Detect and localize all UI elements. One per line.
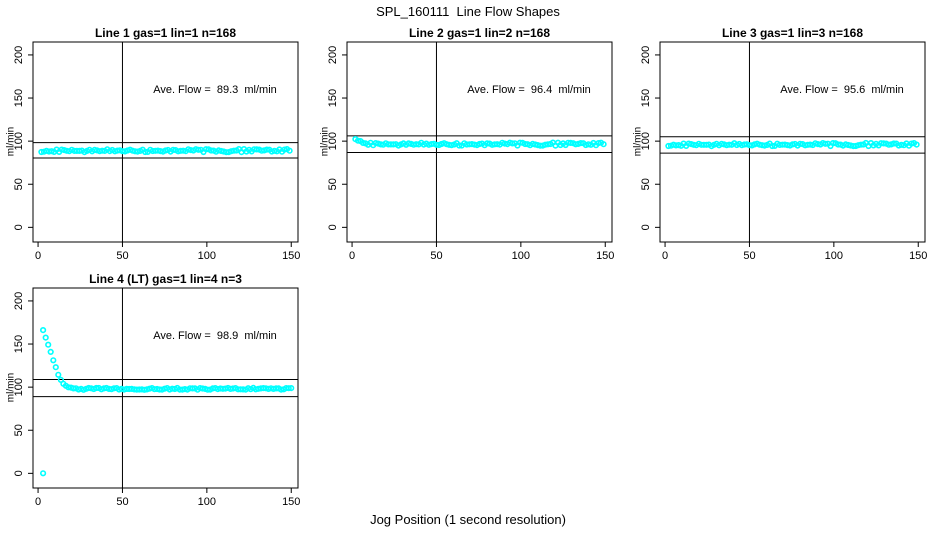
svg-text:200: 200 [640,46,652,64]
svg-text:50: 50 [743,250,755,262]
svg-text:150: 150 [13,89,25,107]
ave-flow-annotation: Ave. Flow = 98.9 ml/min [153,330,277,342]
svg-text:150: 150 [596,250,614,262]
flow-panel-line-2: Line 2 gas=1 lin=2 n=168 0 50 100 150 0 50 100… [314,20,626,266]
panel-title: Line 2 gas=1 lin=2 n=168 [408,26,551,40]
svg-text:200: 200 [327,46,339,64]
svg-text:150: 150 [640,89,652,107]
flow-plot-line-4: 0 50 100 150 0 50 100 150 200 [13,287,300,508]
svg-text:0: 0 [13,470,25,476]
flow-plot-line-2: 0 50 100 150 0 50 100 150 200 [327,41,614,262]
svg-text:150: 150 [282,496,300,508]
svg-text:50: 50 [327,178,339,190]
svg-text:100: 100 [512,250,530,262]
ave-flow-annotation: Ave. Flow = 96.4 ml/min [467,84,591,96]
flow-panel-line-3: Line 3 gas=1 lin=3 n=168 0 50 100 150 0 50 100… [627,20,936,266]
y-axis-label: ml/min [5,126,17,157]
y-axis-label: ml/min [632,126,644,157]
svg-text:50: 50 [13,424,25,436]
svg-text:50: 50 [116,496,128,508]
svg-text:150: 150 [13,335,25,353]
svg-text:0: 0 [662,250,668,262]
flow-panel-line-4: Line 4 (LT) gas=1 lin=4 n=3 0 50 100 150 0 50… [0,266,312,512]
svg-text:100: 100 [327,132,339,150]
svg-text:50: 50 [430,250,442,262]
svg-text:100: 100 [198,496,216,508]
svg-text:0: 0 [35,250,41,262]
flow-panel-line-1: Line 1 gas=1 lin=1 n=168 0 50 100 150 0 50 100… [0,20,312,266]
flow-plot-line-3: 0 50 100 150 0 50 100 150 200 [640,41,927,262]
svg-text:0: 0 [327,224,339,230]
svg-text:0: 0 [349,250,355,262]
svg-text:200: 200 [13,292,25,310]
panel-title: Line 3 gas=1 lin=3 n=168 [721,26,864,40]
ave-flow-annotation: Ave. Flow = 89.3 ml/min [153,84,277,96]
svg-text:50: 50 [116,250,128,262]
svg-text:100: 100 [13,132,25,150]
ave-flow-annotation: Ave. Flow = 95.6 ml/min [780,84,904,96]
svg-text:100: 100 [640,132,652,150]
svg-text:150: 150 [327,89,339,107]
y-axis-label: ml/min [319,126,331,157]
svg-text:0: 0 [640,224,652,230]
page-title: SPL_160111 Line Flow Shapes [376,4,560,19]
svg-text:50: 50 [13,178,25,190]
x-axis-label: Jog Position (1 second resolution) [370,512,566,527]
panel-title: Line 4 (LT) gas=1 lin=4 n=3 [89,272,242,286]
svg-text:200: 200 [13,46,25,64]
svg-text:150: 150 [909,250,927,262]
svg-text:100: 100 [825,250,843,262]
svg-text:0: 0 [13,224,25,230]
svg-text:50: 50 [640,178,652,190]
svg-text:100: 100 [198,250,216,262]
svg-text:100: 100 [13,378,25,396]
y-axis-label: ml/min [5,372,17,403]
flow-plot-line-1: 0 50 100 150 0 50 100 150 200 [13,41,300,262]
svg-text:0: 0 [35,496,41,508]
svg-text:150: 150 [282,250,300,262]
panel-title: Line 1 gas=1 lin=1 n=168 [94,26,237,40]
